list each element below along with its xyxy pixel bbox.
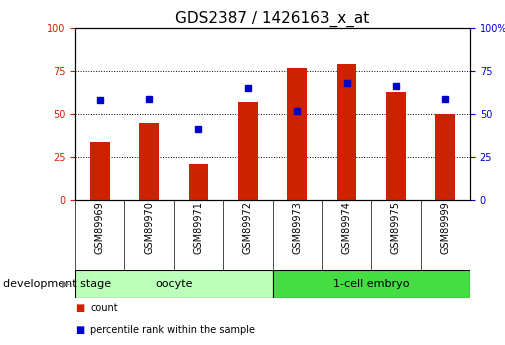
Bar [435, 114, 455, 200]
Text: GSM89973: GSM89973 [292, 201, 302, 254]
Bar [238, 102, 258, 200]
Text: ▶: ▶ [63, 279, 70, 289]
Text: GSM89972: GSM89972 [243, 201, 253, 254]
Text: GSM89971: GSM89971 [193, 201, 204, 254]
Text: percentile rank within the sample: percentile rank within the sample [90, 325, 255, 335]
Text: count: count [90, 303, 118, 313]
Text: development stage: development stage [3, 279, 111, 289]
Text: GSM89974: GSM89974 [341, 201, 351, 254]
Text: GSM89975: GSM89975 [391, 201, 401, 254]
Text: GSM89969: GSM89969 [95, 201, 105, 254]
Bar [90, 141, 110, 200]
Text: oocyte: oocyte [155, 279, 192, 289]
Text: ■: ■ [75, 325, 84, 335]
Bar [188, 164, 208, 200]
Title: GDS2387 / 1426163_x_at: GDS2387 / 1426163_x_at [175, 10, 370, 27]
Bar [386, 92, 406, 200]
Bar [75, 270, 273, 298]
Bar [287, 68, 307, 200]
Text: GSM89999: GSM89999 [440, 201, 450, 254]
Bar [273, 270, 470, 298]
Text: GSM89970: GSM89970 [144, 201, 154, 254]
Bar [337, 64, 357, 200]
Bar [139, 122, 159, 200]
Text: 1-cell embryo: 1-cell embryo [333, 279, 410, 289]
Text: ■: ■ [75, 303, 84, 313]
